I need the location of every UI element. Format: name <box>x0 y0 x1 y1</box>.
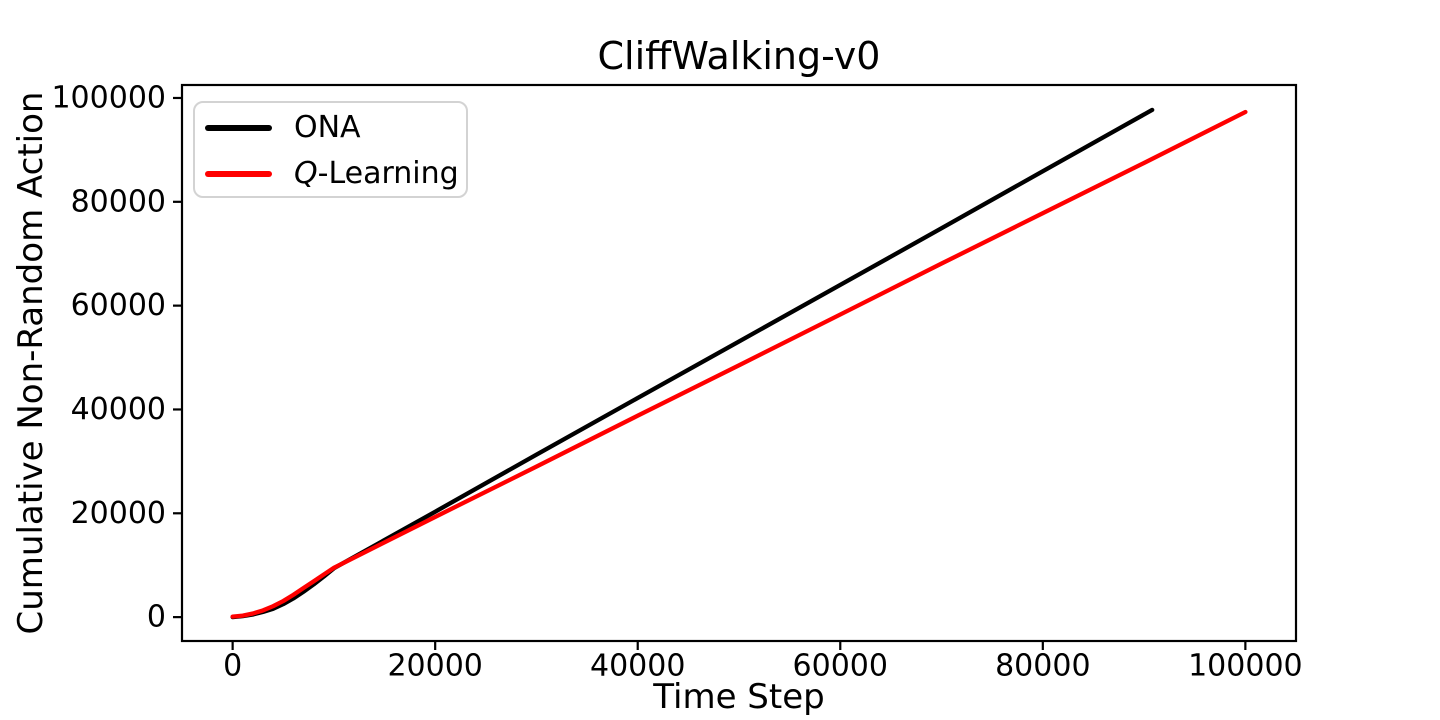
legend-line-swatch <box>205 171 272 177</box>
legend-line-swatch <box>205 125 272 131</box>
x-tick-label: 40000 <box>590 649 685 684</box>
y-axis-label: Cumulative Non-Random Action <box>11 91 51 635</box>
legend-item-ona: ONA <box>205 111 361 145</box>
y-tick-label: 60000 <box>71 288 166 323</box>
axes-spines <box>180 83 1298 643</box>
x-tick-label: 20000 <box>387 649 482 684</box>
x-tick-label: 100000 <box>1188 649 1303 684</box>
x-tick-label: 60000 <box>793 649 888 684</box>
y-tick-label: 0 <box>147 600 166 635</box>
x-tick-label: 80000 <box>995 649 1090 684</box>
q-learning-line <box>230 109 1248 619</box>
x-tick-label: 0 <box>223 649 242 684</box>
y-tick-label: 80000 <box>71 184 166 219</box>
legend-label: ONA <box>294 110 361 145</box>
y-tick-label: 20000 <box>71 496 166 531</box>
legend-label: Q-Learning <box>294 156 459 191</box>
legend-item-q-learning: Q-Learning <box>205 157 459 191</box>
legend-box: ONA Q-Learning <box>193 101 468 198</box>
y-tick-label: 40000 <box>71 392 166 427</box>
x-axis-label: Time Step <box>653 677 825 717</box>
y-tick-label: 100000 <box>51 80 166 115</box>
chart-title: CliffWalking-v0 <box>597 34 881 78</box>
